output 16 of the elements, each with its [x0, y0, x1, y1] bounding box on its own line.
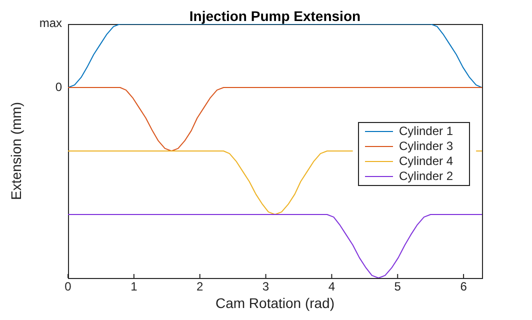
- legend-label: Cylinder 1: [399, 124, 454, 139]
- x-tick-label: 4: [328, 280, 336, 294]
- x-tick-label: 2: [196, 280, 204, 294]
- x-tick-label: 0: [64, 280, 72, 294]
- text: max: [39, 16, 62, 30]
- legend-label: Cylinder 3: [399, 139, 454, 154]
- x-tick-label: 5: [394, 280, 402, 294]
- y-axis-title: Extension (mm): [8, 102, 24, 200]
- x-tick-label: 6: [460, 280, 468, 294]
- chart-title: Injection Pump Extension: [188, 8, 362, 24]
- x-axis-title: Cam Rotation (rad): [215, 295, 335, 311]
- legend-label: Cylinder 2: [399, 169, 454, 184]
- legend-label: Cylinder 4: [399, 154, 454, 169]
- x-tick-label: 3: [262, 280, 270, 294]
- x-tick-label: 1: [130, 280, 138, 294]
- text: 0: [55, 80, 62, 94]
